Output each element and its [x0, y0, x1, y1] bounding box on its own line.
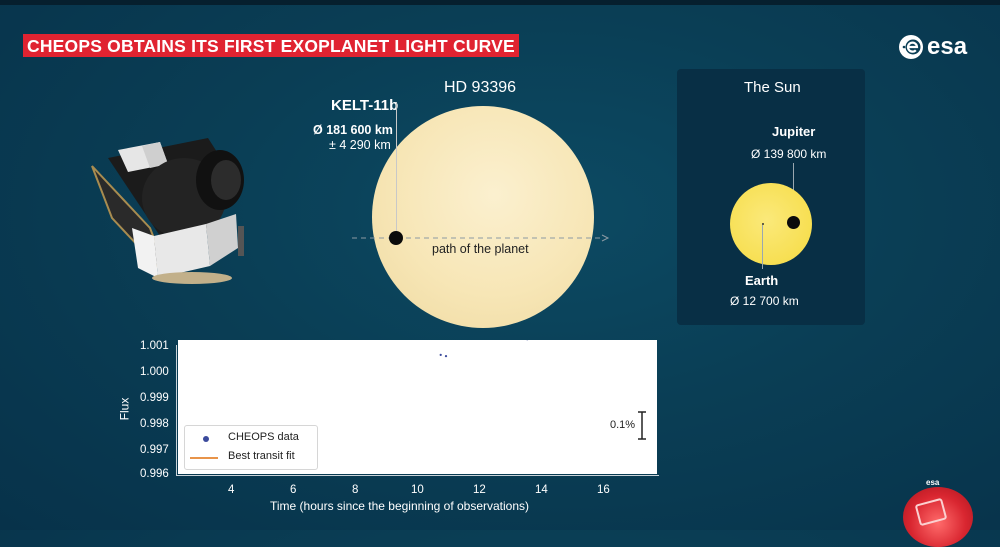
planet-kelt11b-dot [389, 231, 403, 245]
cheops-mission-patch-icon [903, 487, 973, 547]
scale-bar-icon [636, 410, 648, 442]
planet-leader-line [396, 102, 397, 237]
y-axis-title: Flux [117, 398, 131, 421]
sun-comparison-panel: The Sun Jupiter Ø 139 800 km Earth Ø 12 … [677, 69, 865, 325]
planet-uncertainty-label: ± 4 290 km [329, 138, 391, 152]
star-disk [372, 106, 594, 328]
esa-logo-text: esa [927, 33, 967, 61]
page-title: CHEOPS OBTAINS ITS FIRST EXOPLANET LIGHT… [23, 34, 519, 57]
y-tick-label: 0.996 [140, 468, 169, 480]
jupiter-diameter-label: Ø 139 800 km [751, 147, 826, 161]
x-tick-label: 10 [411, 484, 424, 496]
chart-legend: CHEOPS data Best transit fit [184, 425, 318, 470]
y-axis-line [176, 345, 177, 475]
cheops-satellite-icon [88, 128, 258, 288]
x-tick-label: 8 [352, 484, 358, 496]
jupiter-dot [787, 216, 800, 229]
x-tick-label: 16 [597, 484, 610, 496]
x-axis-title: Time (hours since the beginning of obser… [270, 499, 529, 513]
x-tick-label: 4 [228, 484, 234, 496]
plot-area: CHEOPS data Best transit fit 0.1% [178, 340, 657, 474]
esa-logo-icon [898, 34, 924, 60]
jupiter-label: Jupiter [772, 124, 815, 139]
earth-leader-line [762, 225, 763, 269]
legend-data-label: CHEOPS data [228, 431, 299, 443]
planet-name-label: KELT-11b [331, 97, 398, 114]
earth-label: Earth [745, 273, 778, 288]
y-tick-label: 0.998 [140, 418, 169, 430]
sun-title: The Sun [744, 79, 801, 96]
legend-fit-line-icon [190, 457, 218, 459]
x-tick-label: 12 [473, 484, 486, 496]
x-tick-label: 14 [535, 484, 548, 496]
y-tick-label: 1.001 [140, 340, 169, 352]
y-tick-label: 1.000 [140, 366, 169, 378]
legend-data-marker-icon [203, 436, 209, 442]
star-name-label: HD 93396 [444, 79, 516, 97]
x-tick-label: 6 [290, 484, 296, 496]
x-axis-line [176, 475, 659, 476]
patch-esa-label: esa [926, 478, 939, 487]
planet-diameter-label: Ø 181 600 km [313, 123, 393, 137]
top-bar [0, 0, 1000, 5]
y-tick-label: 0.999 [140, 392, 169, 404]
esa-logo: esa [898, 33, 967, 61]
patch-satellite-glyph [915, 498, 948, 526]
path-label: path of the planet [432, 242, 529, 256]
y-tick-label: 0.997 [140, 444, 169, 456]
legend-fit-label: Best transit fit [228, 450, 295, 462]
scale-bar-label: 0.1% [610, 419, 635, 431]
earth-diameter-label: Ø 12 700 km [730, 294, 799, 308]
